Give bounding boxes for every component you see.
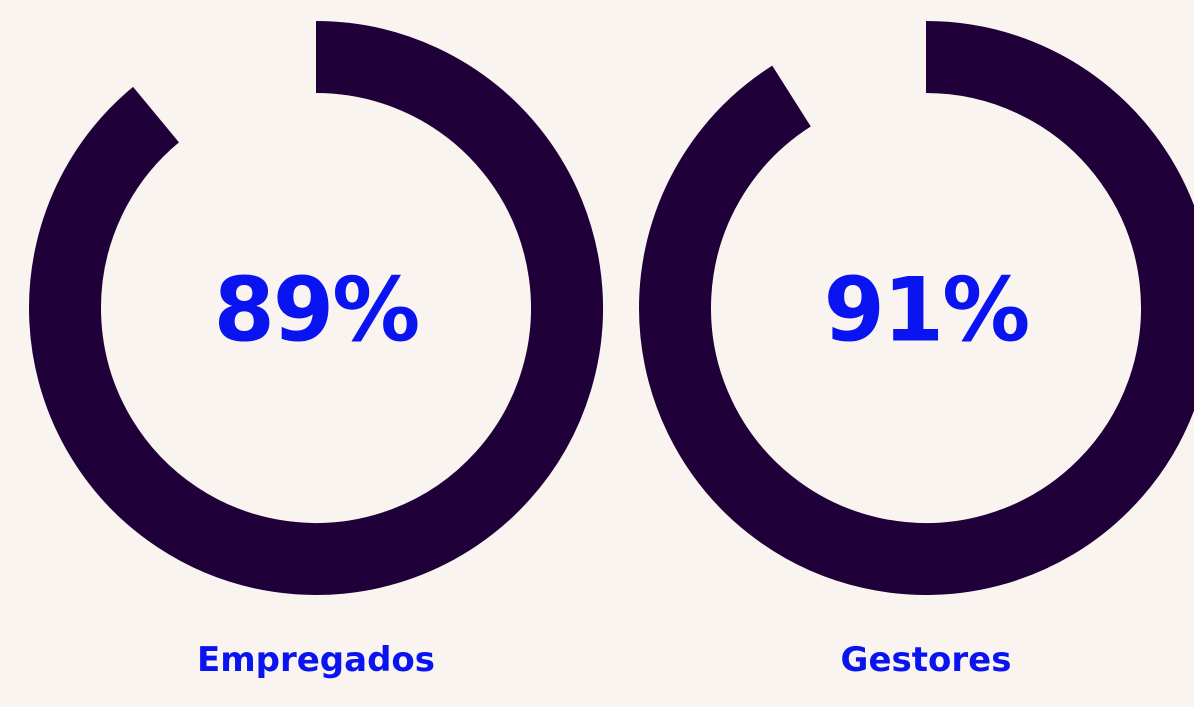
value-label: 89%: [214, 259, 419, 362]
value-label: 91%: [824, 259, 1029, 362]
donut-label: Gestores: [841, 640, 1012, 680]
donut-arc: [29, 21, 603, 595]
donut-label: Empregados: [197, 640, 435, 680]
donut-arc: [639, 21, 1194, 595]
